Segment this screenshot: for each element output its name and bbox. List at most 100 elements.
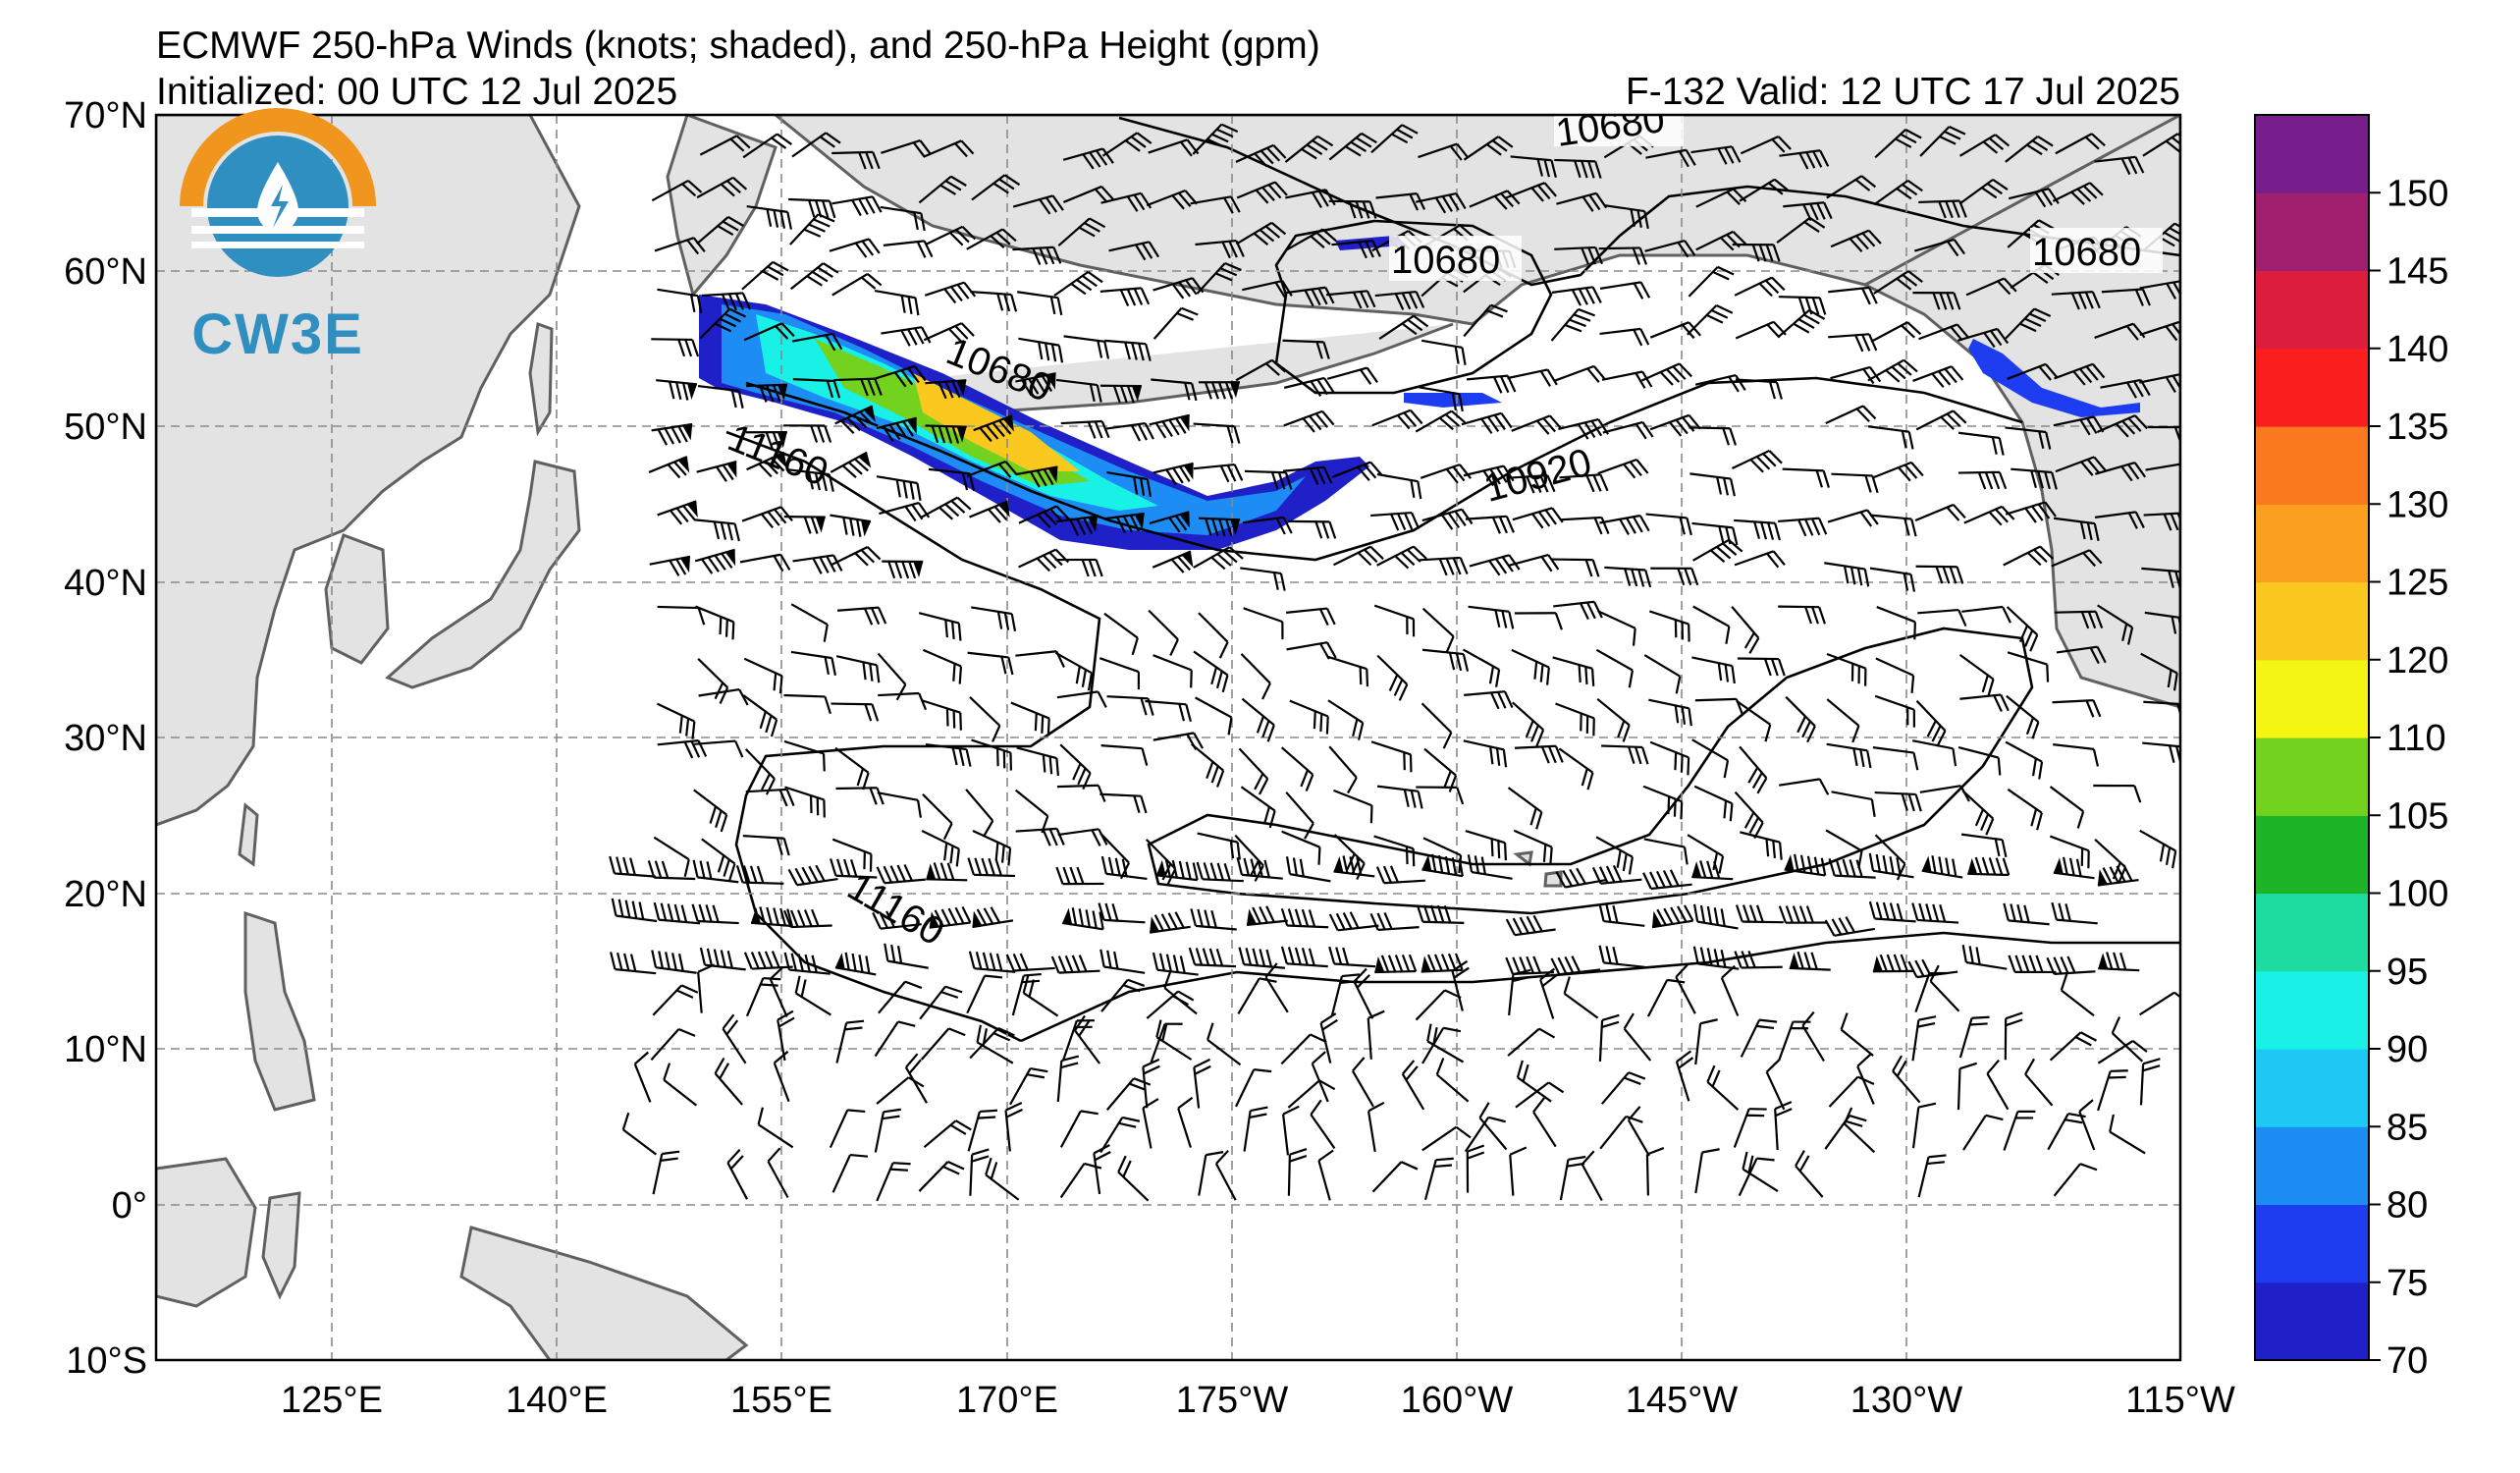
wind-barb [1018, 337, 1064, 363]
wind-barb [1602, 420, 1654, 440]
wind-barb [2094, 155, 2145, 176]
wind-barb [1623, 1012, 1652, 1062]
wind-barb [1550, 307, 1595, 342]
wind-barb [1645, 513, 1692, 536]
wind-barb [922, 793, 953, 841]
wind-barb [1288, 519, 1337, 539]
wind-barb [694, 548, 736, 574]
wind-barb [1801, 1010, 1825, 1062]
wind-barb [696, 216, 744, 246]
wind-barb [1919, 126, 1966, 157]
lat-tick-label: 10°S [66, 1340, 147, 1382]
wind-barb [1101, 132, 1153, 157]
wind-barb [1651, 904, 1694, 929]
wind-barb [1242, 279, 1293, 299]
wind-barb [1597, 458, 1649, 479]
wind-barb [881, 138, 933, 158]
wind-barb [1957, 745, 2002, 776]
wind-barb [698, 688, 749, 706]
wind-barb [1328, 132, 1377, 161]
wind-barb [1870, 514, 1917, 537]
wind-barb [2055, 133, 2106, 155]
wind-barb [965, 789, 994, 837]
wind-barb [833, 377, 883, 397]
wind-barb [1284, 286, 1335, 307]
wind-barb [1645, 1147, 1665, 1196]
wind-barb [1826, 652, 1867, 686]
wind-barb [830, 858, 878, 879]
wind-barb [1099, 657, 1141, 690]
wind-barb [1283, 409, 1335, 433]
wind-barb [651, 179, 703, 202]
wind-barb [1740, 1018, 1778, 1058]
wind-barb [1054, 558, 1103, 577]
wind-barb [1550, 955, 1601, 976]
wind-barb [925, 225, 977, 246]
wind-barb [1828, 858, 1876, 879]
wind-barb [1286, 607, 1336, 627]
wind-barb [1011, 972, 1042, 1016]
wind-barb [1599, 327, 1650, 347]
wind-barb [1959, 693, 2010, 712]
wind-barb [1206, 1022, 1242, 1066]
wind-barb [1016, 746, 1060, 777]
wind-barb [1416, 192, 1467, 214]
wind-barb [654, 237, 706, 255]
wind-barb [1325, 290, 1376, 309]
wind-barb [1825, 405, 1877, 425]
wind-barb [1105, 1077, 1152, 1111]
wind-barb [831, 150, 881, 170]
wind-barb [1872, 746, 1919, 771]
wind-barb [610, 952, 657, 975]
wind-barb [656, 379, 698, 401]
wind-barb [696, 176, 748, 199]
colorbar-tick-label: 125 [2386, 563, 2448, 604]
wind-barb [1142, 1058, 1160, 1109]
wind-barb [2003, 902, 2050, 926]
wind-barb [1734, 791, 1764, 840]
colorbar-swatch [2255, 815, 2369, 895]
wind-barb [742, 835, 790, 856]
wind-barb [1826, 742, 1872, 769]
wind-barb [1280, 1033, 1327, 1065]
wind-barb [1235, 143, 1287, 168]
wind-barb [2006, 606, 2039, 652]
wind-barb [1319, 1012, 1338, 1064]
wind-barb [746, 451, 787, 478]
wind-barb [920, 496, 972, 520]
wind-barb [773, 1050, 790, 1103]
wind-barb [1560, 516, 1610, 535]
wind-barb [876, 416, 917, 442]
wind-barb [621, 1112, 658, 1156]
wind-barb [1511, 414, 1563, 435]
wind-barb [1285, 189, 1336, 209]
wind-barb [1917, 1154, 1947, 1198]
wind-barb [1505, 182, 1557, 202]
wind-barb [971, 606, 1017, 631]
wind-barb [972, 906, 1014, 929]
wind-barb [1649, 740, 1690, 776]
wind-barb [746, 383, 788, 403]
wind-barb [792, 378, 841, 399]
wind-barb [923, 322, 975, 343]
wind-barb [835, 655, 881, 683]
wind-barb [2008, 955, 2057, 974]
wind-barb [1539, 967, 1558, 1019]
wind-barb [1416, 904, 1465, 925]
wind-barb [1840, 1012, 1874, 1057]
wind-barb [1099, 792, 1148, 814]
wind-barb [1873, 179, 1923, 206]
wind-barb [1467, 854, 1513, 880]
wind-barb [653, 901, 701, 925]
weak-jet-pacific-northwest [1968, 339, 2140, 417]
wind-barb [611, 898, 658, 923]
wind-barb [2054, 610, 2104, 629]
lon-tick-label: 175°W [1176, 1380, 1289, 1421]
wind-barb [1508, 968, 1531, 1016]
wind-barb [881, 326, 932, 347]
wind-barb [1285, 791, 1314, 840]
wind-barb [1604, 566, 1652, 588]
wind-barb [1190, 908, 1237, 931]
lon-tick-label: 130°W [1850, 1380, 1963, 1421]
height-contours [725, 116, 2180, 1043]
